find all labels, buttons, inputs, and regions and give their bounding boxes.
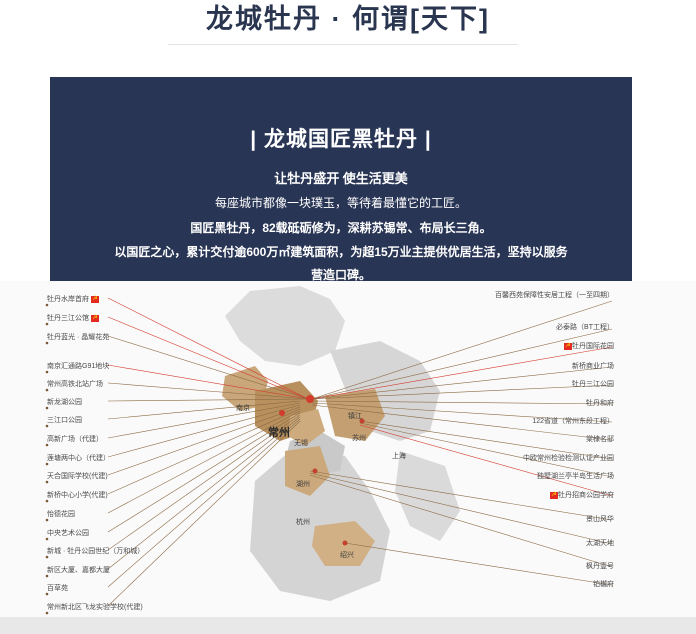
left-project-8: 高新广场（代建）: [47, 436, 103, 443]
city-label-wuxi: 无锡: [294, 440, 308, 447]
region-wuxi: [288, 409, 325, 446]
right-project-8: 棠棣名邸: [586, 436, 614, 443]
right-project-5: 牡丹三江公园: [572, 381, 614, 388]
location-pins: [279, 395, 365, 546]
party-flag-icon: ☭: [564, 342, 572, 350]
left-connector-lines: [107, 297, 309, 607]
left-project-7: 三江口公园: [47, 417, 82, 424]
region-huzhou: [285, 446, 330, 496]
right-project-1: 百馨西苑保障性安居工程（一至四期）: [495, 292, 614, 299]
left-project-3: 牡丹蓝光 · 晶耀花苑: [47, 334, 110, 341]
left-project-11: 新桥中心小学(代建): [47, 492, 108, 499]
right-project-6: 牡丹和府: [586, 400, 614, 407]
footer-strip: [0, 617, 696, 634]
city-label-huzhou: 湖州: [296, 481, 310, 488]
right-project-4: 新桥商业广场: [572, 363, 614, 370]
left-project-15: 新区大厦、嘉都大厦: [47, 567, 110, 574]
left-project-5: 常州高铁北站广场: [47, 381, 103, 388]
left-project-9: 莲塘两中心（代建）: [47, 455, 110, 462]
banner-heading: | 龙城国匠黑牡丹 |: [250, 128, 432, 151]
left-label-dots: [45, 303, 49, 615]
party-flag-icon: ☭: [91, 314, 99, 322]
right-project-10: 独墅湖兰亭半岛生活广场: [537, 473, 614, 480]
city-label-shaoxing: 绍兴: [340, 552, 354, 559]
city-label-shanghai: 上海: [392, 453, 406, 460]
land-southeast: [395, 451, 460, 541]
city-label-zhenjiang: 镇江: [348, 413, 362, 420]
project-map: 牡丹水岸首府 ☭ 牡丹三江公馆 ☭ 牡丹蓝光 · 晶耀花苑 南京汇通路G91地块 常…: [0, 281, 696, 617]
left-project-17: 常州新北区飞龙实验学校(代建): [47, 604, 143, 611]
left-project-13: 中央艺术公园: [47, 530, 89, 537]
left-project-6: 新龙湖公园: [47, 399, 82, 406]
title-divider: [168, 44, 518, 45]
left-project-16: 百草苑: [47, 585, 68, 592]
city-label-suzhou: 苏州: [352, 435, 366, 442]
banner-line-4: 营造口碑。: [310, 268, 371, 282]
page-title: 龙城牡丹 · 何谓[天下]: [206, 4, 490, 34]
banner-line-3: 以国匠之心，累计交付逾600万㎡建筑面积，为超15万业主提供优居生活，坚持以服务: [114, 245, 568, 259]
banner-line-1: 每座城市都像一块璞玉，等待着最懂它的工匠。: [214, 196, 467, 210]
right-project-2: 必泰路（BT工程）: [556, 324, 614, 331]
city-label-changzhou: 常州: [268, 427, 290, 439]
right-project-12: 景山风华: [586, 516, 614, 523]
right-connector-lines: [309, 300, 613, 586]
left-project-1: 牡丹水岸首府 ☭: [47, 295, 99, 303]
left-project-12: 怡德花园: [47, 511, 75, 518]
city-label-nanjing: 南京: [236, 405, 250, 412]
right-project-15: 铂樾府: [593, 581, 614, 588]
left-project-14: 新城 · 牡丹公园世纪（万和城）: [47, 548, 145, 555]
right-project-3: ☭牡丹国际花园: [564, 342, 614, 350]
right-project-7: 122省道（常州东段工程）: [532, 418, 614, 425]
right-project-9: 中欧常州检验检测认证产业园: [523, 455, 614, 462]
left-project-2: 牡丹三江公馆 ☭: [47, 314, 99, 322]
left-project-4: 南京汇通路G91地块: [47, 363, 110, 370]
land-north: [225, 286, 345, 366]
right-project-14: 枫丹壹号: [586, 563, 614, 570]
banner-subheading: 让牡丹盛开 使生活更美: [274, 171, 408, 186]
party-flag-icon: ☭: [91, 295, 99, 303]
party-flag-icon: ☭: [550, 491, 558, 499]
right-project-11: ☭牡丹招商公园学府: [550, 491, 614, 499]
banner-line-2: 国匠黑牡丹，82载砥砺修为，深耕苏锡常、布局长三角。: [190, 221, 492, 235]
intro-banner: | 龙城国匠黑牡丹 | 让牡丹盛开 使生活更美 每座城市都像一块璞玉，等待着最懂…: [50, 77, 632, 282]
city-label-hangzhou: 杭州: [296, 519, 310, 526]
left-project-10: 天合国际学校(代建): [47, 473, 108, 480]
right-project-13: 太湖天地: [586, 540, 614, 547]
region-map-graphic: [45, 286, 613, 615]
